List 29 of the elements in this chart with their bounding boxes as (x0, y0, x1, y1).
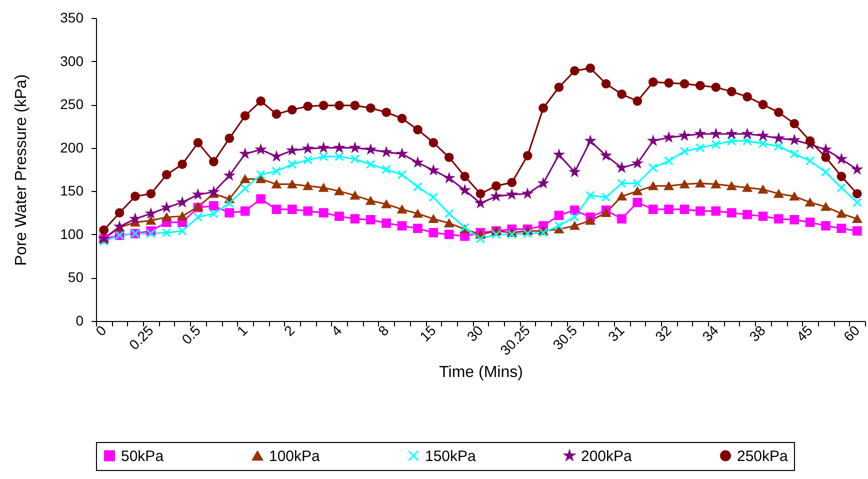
x-tick-label: 38 (746, 322, 769, 344)
y-tick-label: 250 (60, 96, 84, 112)
x-tick-label: 30 (464, 322, 486, 344)
legend-label: 250kPa (737, 448, 789, 465)
x-tick-label: 45 (793, 322, 816, 344)
legend-label: 200kPa (581, 448, 633, 465)
y-axis-title: Pore Water Pressure (kPa) (13, 74, 30, 266)
x-tick-label: 4 (328, 322, 345, 339)
y-tick-label: 350 (60, 10, 84, 26)
x-axis-title: Time (Mins) (439, 364, 523, 382)
x-tick-label: 34 (699, 322, 722, 344)
y-tick-label: 50 (68, 269, 84, 286)
y-tick-label: 300 (60, 52, 84, 69)
x-tick-label: 15 (416, 322, 440, 344)
y-tick-label: 150 (60, 182, 84, 199)
x-tick-label: 0.5 (178, 322, 204, 348)
y-tick-label: 200 (60, 139, 84, 156)
x-tick-label: 60 (840, 322, 863, 344)
y-tick-label: 100 (60, 226, 84, 242)
x-tick-label: 0 (92, 322, 110, 339)
legend-label: 50kPa (121, 448, 164, 465)
x-tick-label: 31 (604, 322, 628, 344)
x-tick-label: 32 (652, 322, 674, 344)
x-tick-label: 1 (234, 322, 251, 339)
x-tick-label: 0.25 (126, 322, 157, 353)
legend-label: 150kPa (425, 448, 477, 465)
x-tick-label: 8 (374, 322, 392, 339)
x-tick-label: 2 (280, 322, 298, 339)
legend-label: 100kPa (269, 448, 321, 465)
